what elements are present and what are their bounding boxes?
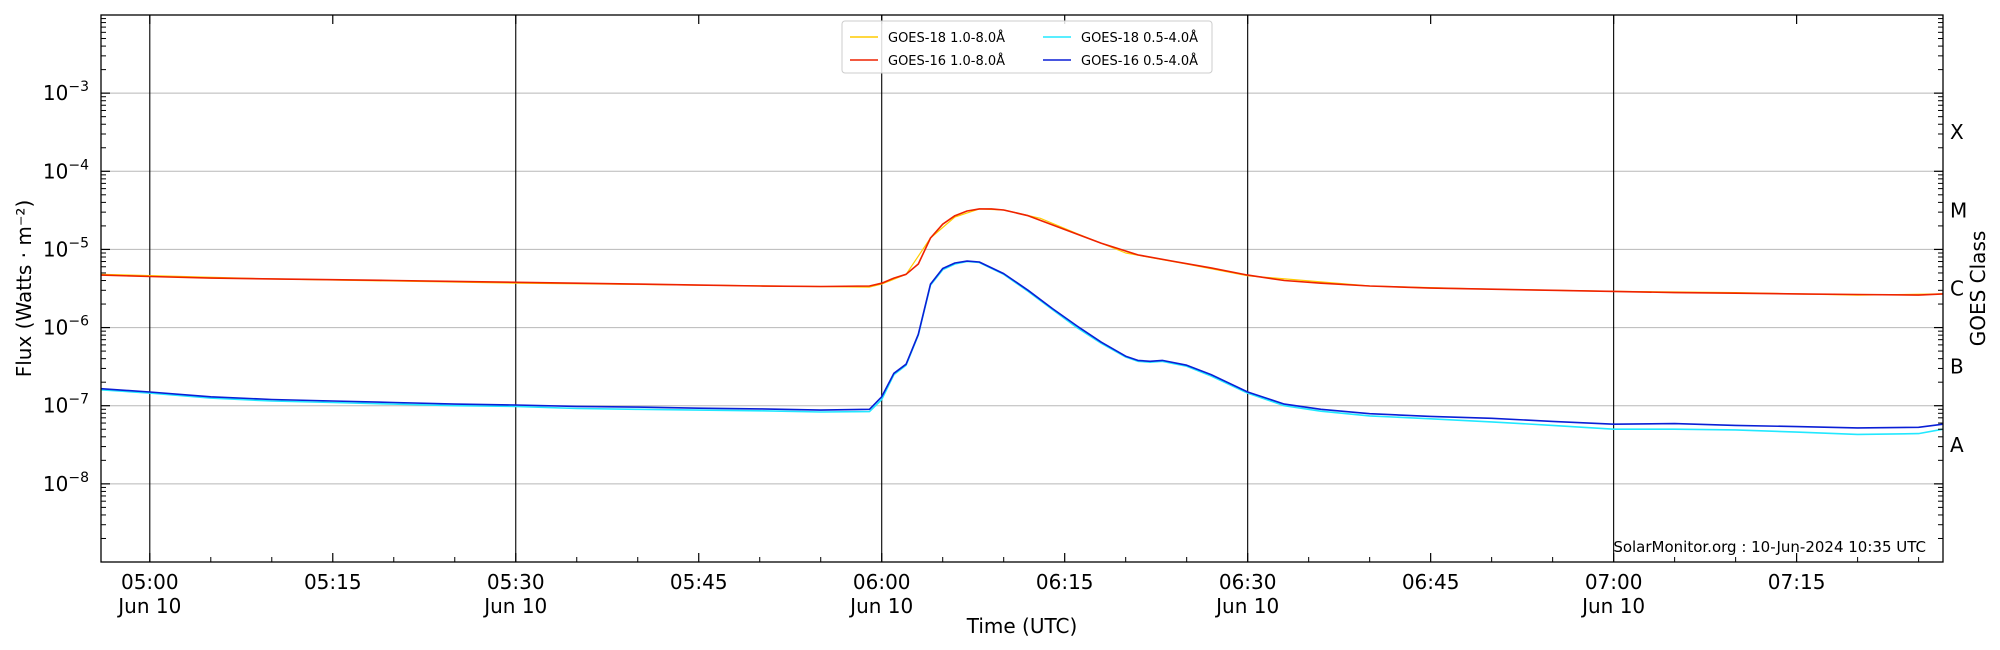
day-vertical-lines [149, 15, 1615, 562]
goes-class-label: A [1950, 433, 1964, 457]
series-line-1 [100, 208, 1944, 296]
legend: GOES-18 1.0-8.0Å GOES-16 1.0-8.0Å GOES-18 … [841, 20, 1213, 74]
x-tick-date-label: Jun 10 [482, 594, 547, 618]
series-line-2 [100, 260, 1944, 436]
y-tick-label: 10−7 [43, 392, 89, 418]
x-tick-label: 06:30 [1219, 570, 1277, 594]
y-tick-label: 10−8 [43, 470, 89, 496]
goes-class-label: B [1950, 355, 1964, 379]
legend-entry: GOES-16 1.0-8.0Å [888, 53, 1005, 69]
x-tick-label: 07:15 [1768, 570, 1826, 594]
x-tick-date-label: Jun 10 [1580, 594, 1645, 618]
x-tick-label: 05:00 [121, 570, 179, 594]
x-tick-label: 06:00 [853, 570, 911, 594]
x-tick-date-label: Jun 10 [848, 594, 913, 618]
goes-class-label: C [1950, 277, 1964, 301]
goes-class-labels: A B C M X [1950, 120, 1967, 457]
series-layer [100, 208, 1944, 436]
x-axis-title: Time (UTC) [966, 614, 1078, 638]
series-line-3 [100, 260, 1944, 429]
horizontal-gridlines [101, 92, 1943, 485]
y-tick-label: 10−5 [43, 235, 89, 261]
credit-text: SolarMonitor.org : 10-Jun-2024 10:35 UTC [1613, 538, 1926, 556]
series-line-0 [100, 208, 1944, 296]
x-tick-label: 05:15 [304, 570, 362, 594]
legend-entry: GOES-18 1.0-8.0Å [888, 30, 1005, 46]
x-tick-label: 06:15 [1036, 570, 1094, 594]
y-tick-labels: 10−8 10−7 10−6 10−5 10−4 10−3 [43, 79, 89, 496]
x-tick-label: 06:45 [1402, 570, 1460, 594]
goes-class-label: M [1950, 198, 1967, 222]
y-tick-label: 10−4 [43, 157, 89, 183]
legend-box [841, 20, 1213, 74]
axis-ticks [101, 15, 1943, 562]
goes-class-label: X [1950, 120, 1964, 144]
x-tick-label: 05:45 [670, 570, 728, 594]
y-axis-title: Flux (Watts · m⁻²) [12, 200, 36, 378]
x-tick-date-label: Jun 10 [1214, 594, 1279, 618]
legend-entry: GOES-18 0.5-4.0Å [1081, 30, 1198, 46]
goes-class-axis-title: GOES Class [1966, 231, 1990, 347]
x-tick-label: 05:30 [487, 570, 545, 594]
x-tick-date-label: Jun 10 [116, 594, 181, 618]
plot-frame [100, 14, 1944, 563]
y-tick-label: 10−3 [43, 79, 89, 105]
y-tick-label: 10−6 [43, 314, 89, 340]
x-tick-label: 07:00 [1585, 570, 1643, 594]
legend-entry: GOES-16 0.5-4.0Å [1081, 53, 1198, 69]
